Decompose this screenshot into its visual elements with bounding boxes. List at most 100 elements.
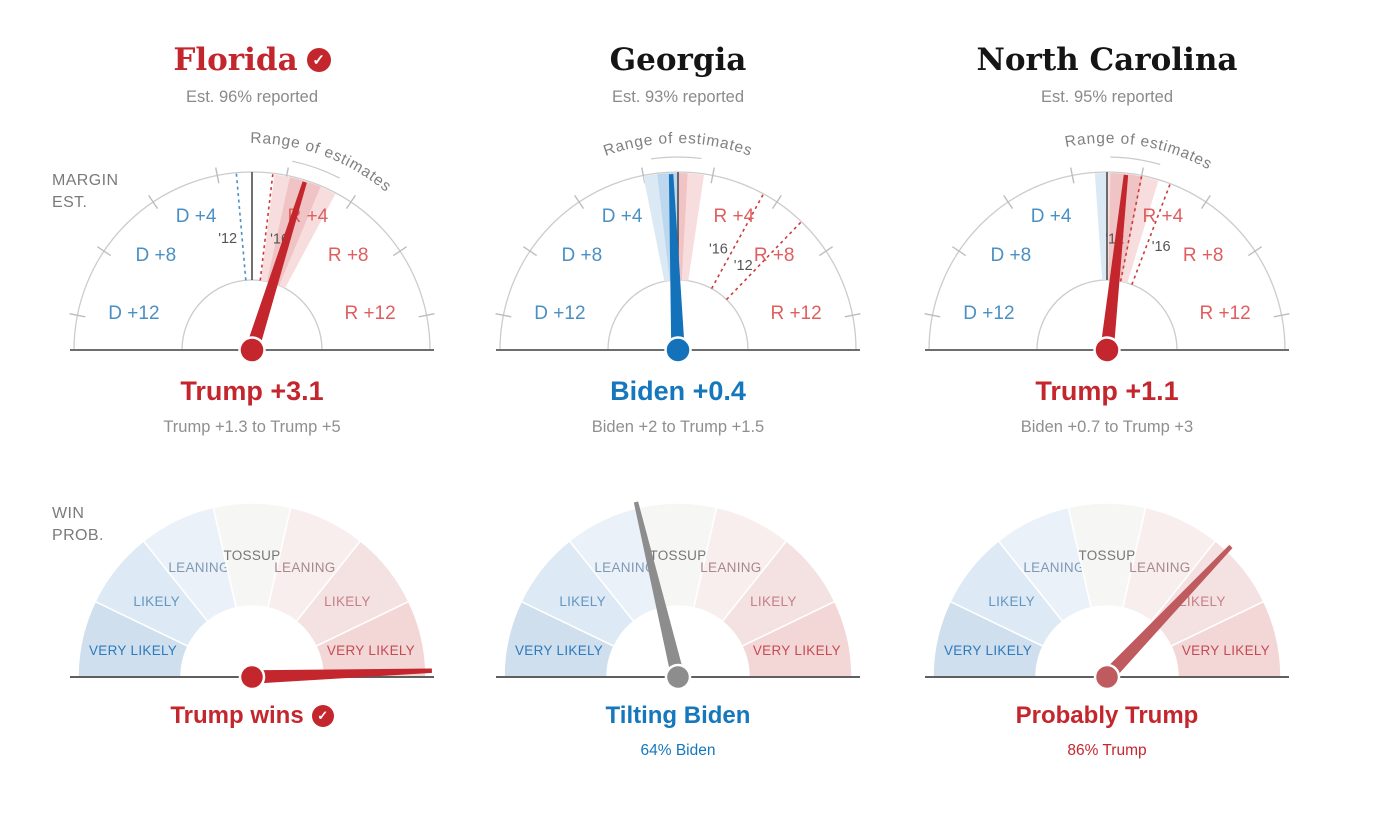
axis-tick [1003, 194, 1014, 210]
win-segment-label: VERY LIKELY [89, 643, 177, 658]
range-wedge [1094, 173, 1107, 281]
win-result: Trump wins ✓ [52, 702, 452, 730]
state-title: Florida ✓ [52, 42, 452, 78]
margin-gauge: '16 '12 D +4D +8 D +12 R +4 R +8 R +12 Range of… [495, 130, 861, 364]
axis-tick [1273, 313, 1290, 318]
needle [1093, 544, 1233, 691]
range-annotation: Range of estimates [250, 130, 395, 196]
axis-tick [1200, 194, 1211, 210]
needle [238, 663, 432, 691]
win-called-check-icon: ✓ [311, 705, 334, 727]
axis-tick [641, 167, 646, 184]
win-segment-label: VERY LIKELY [753, 643, 841, 658]
margin-axis-label: R +4 [1143, 206, 1184, 227]
win-segment-label: VERY LIKELY [327, 643, 415, 658]
margin-axis-label: R +12 [344, 303, 395, 324]
state-title: Georgia ✓ [478, 42, 878, 78]
margin-axis-label: D +12 [108, 303, 159, 324]
range-annotation: Range of estimates [1063, 130, 1215, 173]
win-segment-label: LIKELY [1179, 594, 1226, 609]
state-title: North Carolina ✓ [907, 42, 1307, 78]
axis-tick [522, 246, 538, 257]
axis-tick [1247, 246, 1263, 257]
axis-tick [771, 194, 782, 210]
margin-axis-label: D +12 [963, 303, 1014, 324]
win-segment-label: LEANING [1023, 560, 1084, 575]
row-label-margin-line2: EST. [52, 194, 88, 211]
axis-tick [148, 194, 159, 210]
axis-tick [924, 313, 941, 318]
axis-tick [96, 246, 112, 257]
win-segment-label: VERY LIKELY [1182, 643, 1270, 658]
reported-text: Est. 96% reported [185, 88, 319, 106]
state-title-text: Georgia [609, 42, 747, 78]
state-column-georgia: Georgia ✓ Est. 93% reported '16'12D +4D … [478, 0, 878, 823]
state-title-text: North Carolina [976, 42, 1238, 78]
axis-tick [574, 194, 585, 210]
margin-axis-label: D +4 [176, 206, 217, 227]
history-label: '12 [218, 231, 237, 247]
win-segment-label: LEANING [594, 560, 655, 575]
win-segment-label: LEANING [274, 560, 335, 575]
row-label-win-line1: WIN [52, 505, 85, 522]
axis-tick [69, 313, 86, 318]
margin-axis-label: R +12 [1199, 303, 1250, 324]
margin-range-text: Biden +0.7 to Trump +3 [1020, 418, 1194, 436]
race-called-check-icon: ✓ [306, 48, 331, 72]
win-segment-label: LIKELY [133, 594, 180, 609]
history-line [259, 173, 274, 281]
win-result-text: Trump wins [170, 702, 304, 729]
axis-tick [215, 167, 220, 184]
win-pct-text: 64% Biden [640, 742, 716, 759]
margin-axis-label: D +8 [135, 245, 176, 266]
history-line [710, 193, 765, 289]
margin-axis-label: D +4 [1031, 206, 1072, 227]
win-result-text: Tilting Biden [605, 702, 751, 729]
annotation-arc [1110, 156, 1161, 166]
axis-tick [418, 313, 435, 318]
margin-result: Trump +1.1 [1035, 376, 1179, 406]
margin-axis-label: R +8 [1183, 245, 1224, 266]
win-segment-label: LIKELY [750, 594, 797, 609]
win-result: Probably Trump ✓ [907, 702, 1307, 730]
win-segment-label: TOSSUP [649, 548, 706, 563]
margin-axis-label: R +8 [328, 245, 369, 266]
axis-tick [392, 246, 408, 257]
row-label-margin-line1: MARGIN [52, 172, 119, 189]
row-label-win-line2: PROB. [52, 527, 104, 544]
margin-axis-label: R +8 [754, 245, 795, 266]
win-result: Tilting Biden ✓ [478, 702, 878, 730]
needle [238, 181, 307, 364]
margin-axis-label: D +4 [602, 206, 643, 227]
win-segment-label: VERY LIKELY [515, 643, 603, 658]
margin-axis-label: R +12 [770, 303, 821, 324]
row-label-margin-est: MARGIN EST. [52, 170, 118, 214]
margin-result: Trump +3.1 [180, 376, 324, 406]
state-column-florida: Florida ✓ Est. 96% reported '12'16 D +4 D … [52, 0, 452, 823]
history-label: '16 [1152, 239, 1171, 255]
axis-tick [951, 246, 967, 257]
win-pct-text: 86% Trump [1067, 742, 1147, 759]
reported-text: Est. 95% reported [1040, 88, 1174, 106]
win-segment-label: TOSSUP [1078, 548, 1135, 563]
annotation-arc [651, 156, 702, 160]
margin-range-text: Biden +2 to Trump +1.5 [591, 418, 765, 436]
axis-tick [710, 167, 715, 184]
win-segment-label: LIKELY [324, 594, 371, 609]
state-column-north-carolina: North Carolina ✓ Est. 95% reported '12'1… [907, 0, 1307, 823]
win-result-text: Probably Trump [1015, 702, 1199, 729]
axis-tick [844, 313, 861, 318]
reported-text: Est. 93% reported [611, 88, 745, 106]
range-wedge [678, 173, 688, 281]
needle [1093, 174, 1129, 364]
margin-result: Biden +0.4 [610, 376, 746, 406]
axis-tick [818, 246, 834, 257]
range-annotation: Range of estimates [601, 130, 755, 160]
history-label: '16 [709, 242, 728, 258]
annotation-arc [292, 160, 340, 179]
